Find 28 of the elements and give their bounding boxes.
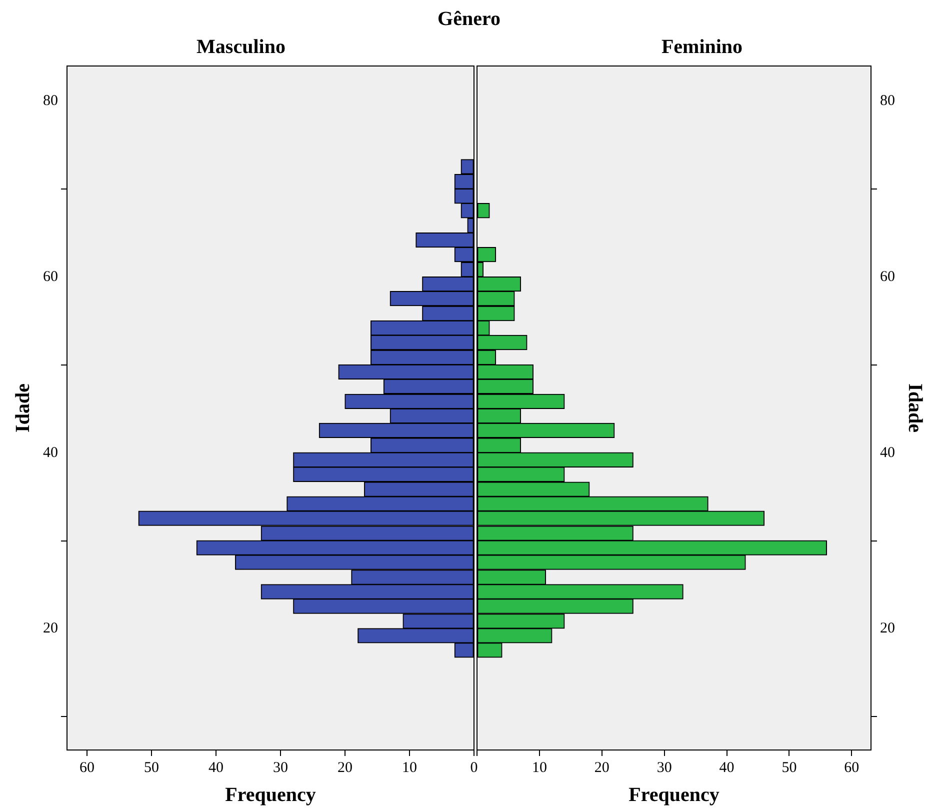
x-tick-label: 40 [208,760,224,776]
y-tick-label: 60 [43,268,58,285]
x-tick-label: 20 [338,760,352,776]
y-tick-label: 40 [880,444,895,461]
x-tick-label: 10 [532,760,547,776]
x-tick-label: 20 [594,760,610,776]
chart-subtitle: Masculino [196,36,286,58]
x-tick-label: 30 [656,760,672,776]
chart-title: Gênero [436,8,502,31]
x-tick-label: 40 [719,760,734,776]
x-axis-title: Frequency [225,784,316,806]
x-tick-label: 10 [402,760,417,776]
chart-subtitle: Feminino [661,36,743,58]
x-tick-label: 50 [782,760,797,776]
y-tick-label: 20 [880,620,895,637]
x-tick-label: 50 [144,760,159,776]
x-axis-title: Frequency [628,784,720,806]
y-tick-label: 60 [880,268,895,285]
y-axis-title: Idade [904,384,926,433]
x-tick-label: 60 [844,760,860,776]
y-tick-label: 20 [43,620,58,637]
y-tick-label: 80 [880,93,895,110]
y-axis-title: Idade [12,383,34,432]
x-tick-label: 0 [470,760,478,776]
x-tick-label: 60 [79,760,94,776]
y-tick-label: 80 [43,93,58,110]
y-tick-label: 40 [43,444,58,461]
x-tick-label: 30 [273,760,288,776]
